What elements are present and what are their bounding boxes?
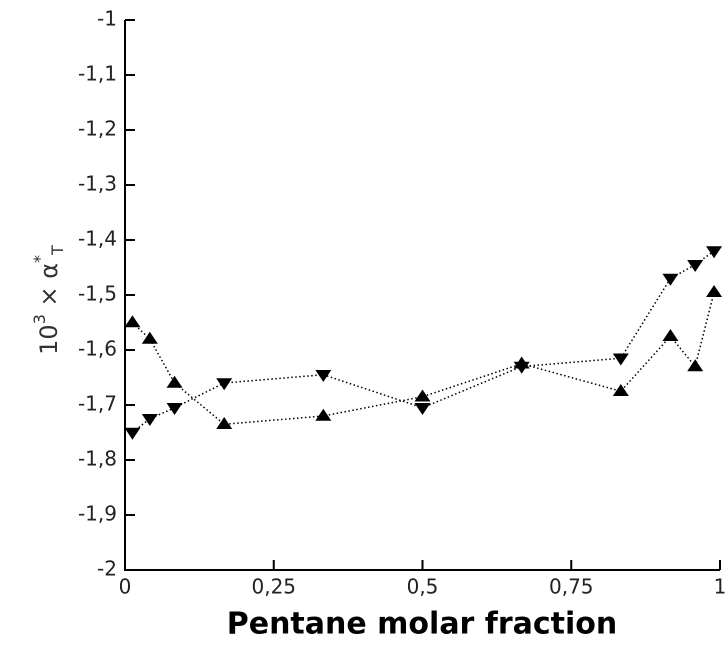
marker — [662, 273, 679, 286]
x-tick-label: 1 — [714, 575, 727, 599]
marker — [315, 408, 332, 421]
y-tick-label: -1,7 — [78, 392, 117, 416]
y-label-base: 10 — [35, 324, 63, 355]
y-tick-label: -1,2 — [78, 117, 117, 141]
marker — [414, 389, 431, 402]
marker — [612, 384, 629, 397]
x-tick-label: 0,25 — [251, 575, 296, 599]
y-label-mid: × α — [35, 263, 63, 314]
y-tick-label: -2 — [97, 557, 117, 581]
y-tick-label: -1,3 — [78, 172, 117, 196]
y-label-star: * — [30, 255, 49, 263]
x-tick-label: 0,5 — [407, 575, 439, 599]
marker — [124, 315, 141, 328]
marker — [612, 353, 629, 366]
y-tick-label: -1,4 — [78, 227, 117, 251]
y-tick-label: -1,1 — [78, 62, 117, 86]
marker — [706, 285, 723, 298]
marker — [414, 402, 431, 415]
y-tick-label: -1,9 — [78, 502, 117, 526]
marker — [166, 402, 183, 415]
y-tick-label: -1,5 — [78, 282, 117, 306]
marker — [124, 427, 141, 440]
y-axis-label: 103 × α*T — [30, 245, 67, 355]
marker — [315, 369, 332, 382]
marker — [687, 259, 704, 272]
y-tick-label: -1,6 — [78, 337, 117, 361]
marker — [216, 417, 233, 430]
marker — [706, 246, 723, 259]
x-tick-label: 0,75 — [549, 575, 594, 599]
marker — [687, 359, 704, 372]
x-tick-label: 0 — [119, 575, 132, 599]
marker — [141, 331, 158, 344]
y-tick-label: -1,8 — [78, 447, 117, 471]
y-tick-label: -1 — [97, 7, 117, 31]
marker — [662, 329, 679, 342]
marker — [216, 378, 233, 391]
marker — [141, 413, 158, 426]
x-axis-label: Pentane molar fraction — [227, 607, 618, 642]
marker — [513, 356, 530, 369]
y-label-exp: 3 — [30, 314, 49, 324]
y-label-sub: T — [48, 245, 67, 256]
marker — [166, 375, 183, 388]
